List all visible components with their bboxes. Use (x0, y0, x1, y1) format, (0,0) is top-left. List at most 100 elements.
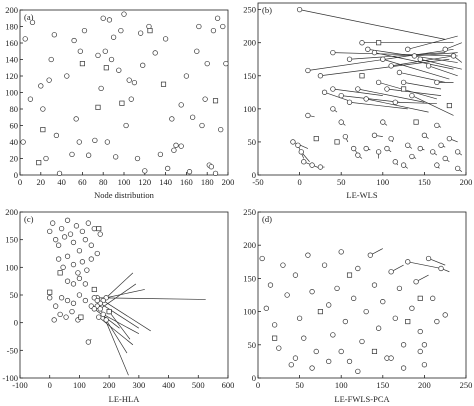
panel-d-error-line (428, 258, 446, 266)
panel-c-plot-area (19, 211, 229, 379)
panel-a-xtick-label: 20 (37, 177, 46, 187)
panel-b-xtick-label: -50 (252, 177, 263, 187)
panel-c-node (53, 303, 59, 309)
panel-b-node (346, 99, 353, 105)
panel-c-anchor (47, 289, 53, 295)
panel-d: (d) LE-FWLS-PCA 0 50 100 150 200 250 0 50 100 150… (243, 207, 472, 404)
panel-d-node (405, 259, 411, 265)
panel-c-error-line (103, 314, 140, 335)
panel-c-ytick-label: 0 (14, 318, 18, 328)
panel-a-node (178, 143, 184, 149)
panel-a-ytick-label: 20 (10, 154, 19, 164)
panel-b-error-line (332, 52, 458, 57)
panel-d-node (400, 342, 407, 348)
panel-b-anchor (446, 102, 452, 109)
panel-c: (c) LE-HLA -100 0 100 200 300 400 500 600-100-5… (2, 207, 234, 404)
panel-c-node (47, 295, 53, 301)
panel-c-xtick-label: 400 (162, 380, 175, 390)
panel-c-node (85, 220, 91, 226)
panel-c-node (76, 248, 83, 254)
panel-b-node (392, 159, 398, 165)
panel-c-node (51, 317, 57, 323)
panel-d-node (355, 265, 361, 272)
panel-b-xtick-label: 150 (418, 177, 431, 187)
panel-d-anchor (371, 348, 378, 354)
panel-b-node (411, 53, 418, 59)
panel-c-error-line (100, 283, 137, 310)
panel-b-error-line (445, 42, 462, 50)
panel-b-anchor (313, 136, 319, 142)
panel-a-node (162, 36, 169, 42)
panel-a-ytick-label: 160 (5, 38, 18, 48)
panel-b-error-line (378, 82, 437, 100)
panel-a-anchor (103, 65, 109, 71)
panel-c-error-line (94, 297, 206, 300)
panel-a-node (208, 164, 215, 170)
panel-a-node (123, 122, 129, 129)
panel-d-ytick-label: 150 (243, 273, 256, 283)
panel-b-node (450, 53, 457, 59)
panel-d-xtick-label: 150 (376, 380, 389, 390)
panel-b-xtick-label: 100 (376, 177, 389, 187)
panel-b-node (384, 86, 390, 92)
panel-a-node (53, 132, 60, 139)
panel-b-ytick-label: 250 (243, 5, 256, 15)
panel-a-node (218, 126, 224, 133)
panel-a-node (71, 37, 77, 44)
panel-a-node (169, 116, 175, 122)
panel-c-ytick-label: 150 (5, 235, 18, 245)
panel-a-node (104, 139, 111, 145)
panel-a-node (102, 48, 108, 54)
panel-b-error-line (386, 88, 442, 96)
panel-b-node (392, 99, 398, 105)
panel-a: (a) Node distribution 0 20 40 60 80 100 120 140… (5, 5, 234, 200)
panel-a-node (69, 151, 75, 158)
panel-b-node (321, 89, 328, 95)
panel-d-node (330, 332, 336, 338)
panel-b-error-line (366, 98, 429, 113)
panel-a-node (186, 169, 193, 175)
panel-c-node (63, 314, 69, 320)
panel-d-node (363, 308, 369, 315)
panel-c-ytick-label: -50 (7, 345, 18, 355)
panel-b-error-line (349, 52, 446, 60)
panel-a-ytick-label: 100 (5, 88, 18, 98)
panel-b-ytick-label: 50 (248, 137, 257, 147)
panel-b-error-line (407, 35, 458, 50)
panel-c-error-line (103, 300, 151, 332)
panel-a-node (152, 50, 158, 56)
panel-b-error-line (414, 52, 458, 57)
panel-a-node (95, 52, 101, 59)
panel-d-node (425, 255, 432, 262)
panel-a-xtick-label: 160 (180, 177, 193, 187)
panel-a-node (204, 60, 210, 67)
panel-c-node (73, 223, 80, 229)
panel-a-node (137, 30, 144, 36)
panel-a-node (110, 34, 117, 40)
panel-d-node (321, 262, 328, 268)
panel-b-node (380, 119, 386, 125)
panel-b-node (295, 142, 301, 148)
panel-a-node (157, 151, 164, 158)
panel-a-node (81, 27, 88, 34)
panel-c-xtick-label: 500 (192, 380, 205, 390)
panel-d-ytick-label: 250 (243, 207, 256, 217)
panel-a-node (116, 67, 122, 73)
panel-a-node (220, 23, 226, 30)
panel-a-node (202, 96, 208, 102)
panel-b-anchor (401, 86, 407, 92)
panel-b-node (305, 67, 311, 74)
panel-b-node (442, 155, 448, 162)
panel-d-node (434, 318, 440, 325)
panel-a-node (128, 96, 134, 102)
panel-d-node (284, 292, 290, 298)
panel-c-error-line (105, 319, 128, 354)
panel-d-ytick-label: 0 (252, 373, 256, 383)
panel-d-xtick-label: 250 (460, 380, 473, 390)
panel-b-node (434, 79, 440, 86)
panel-d-node (442, 312, 448, 318)
panel-a-node (22, 36, 28, 42)
panel-a-node (189, 114, 196, 120)
panel-a-node (196, 23, 202, 30)
panel-a-node (214, 15, 221, 21)
